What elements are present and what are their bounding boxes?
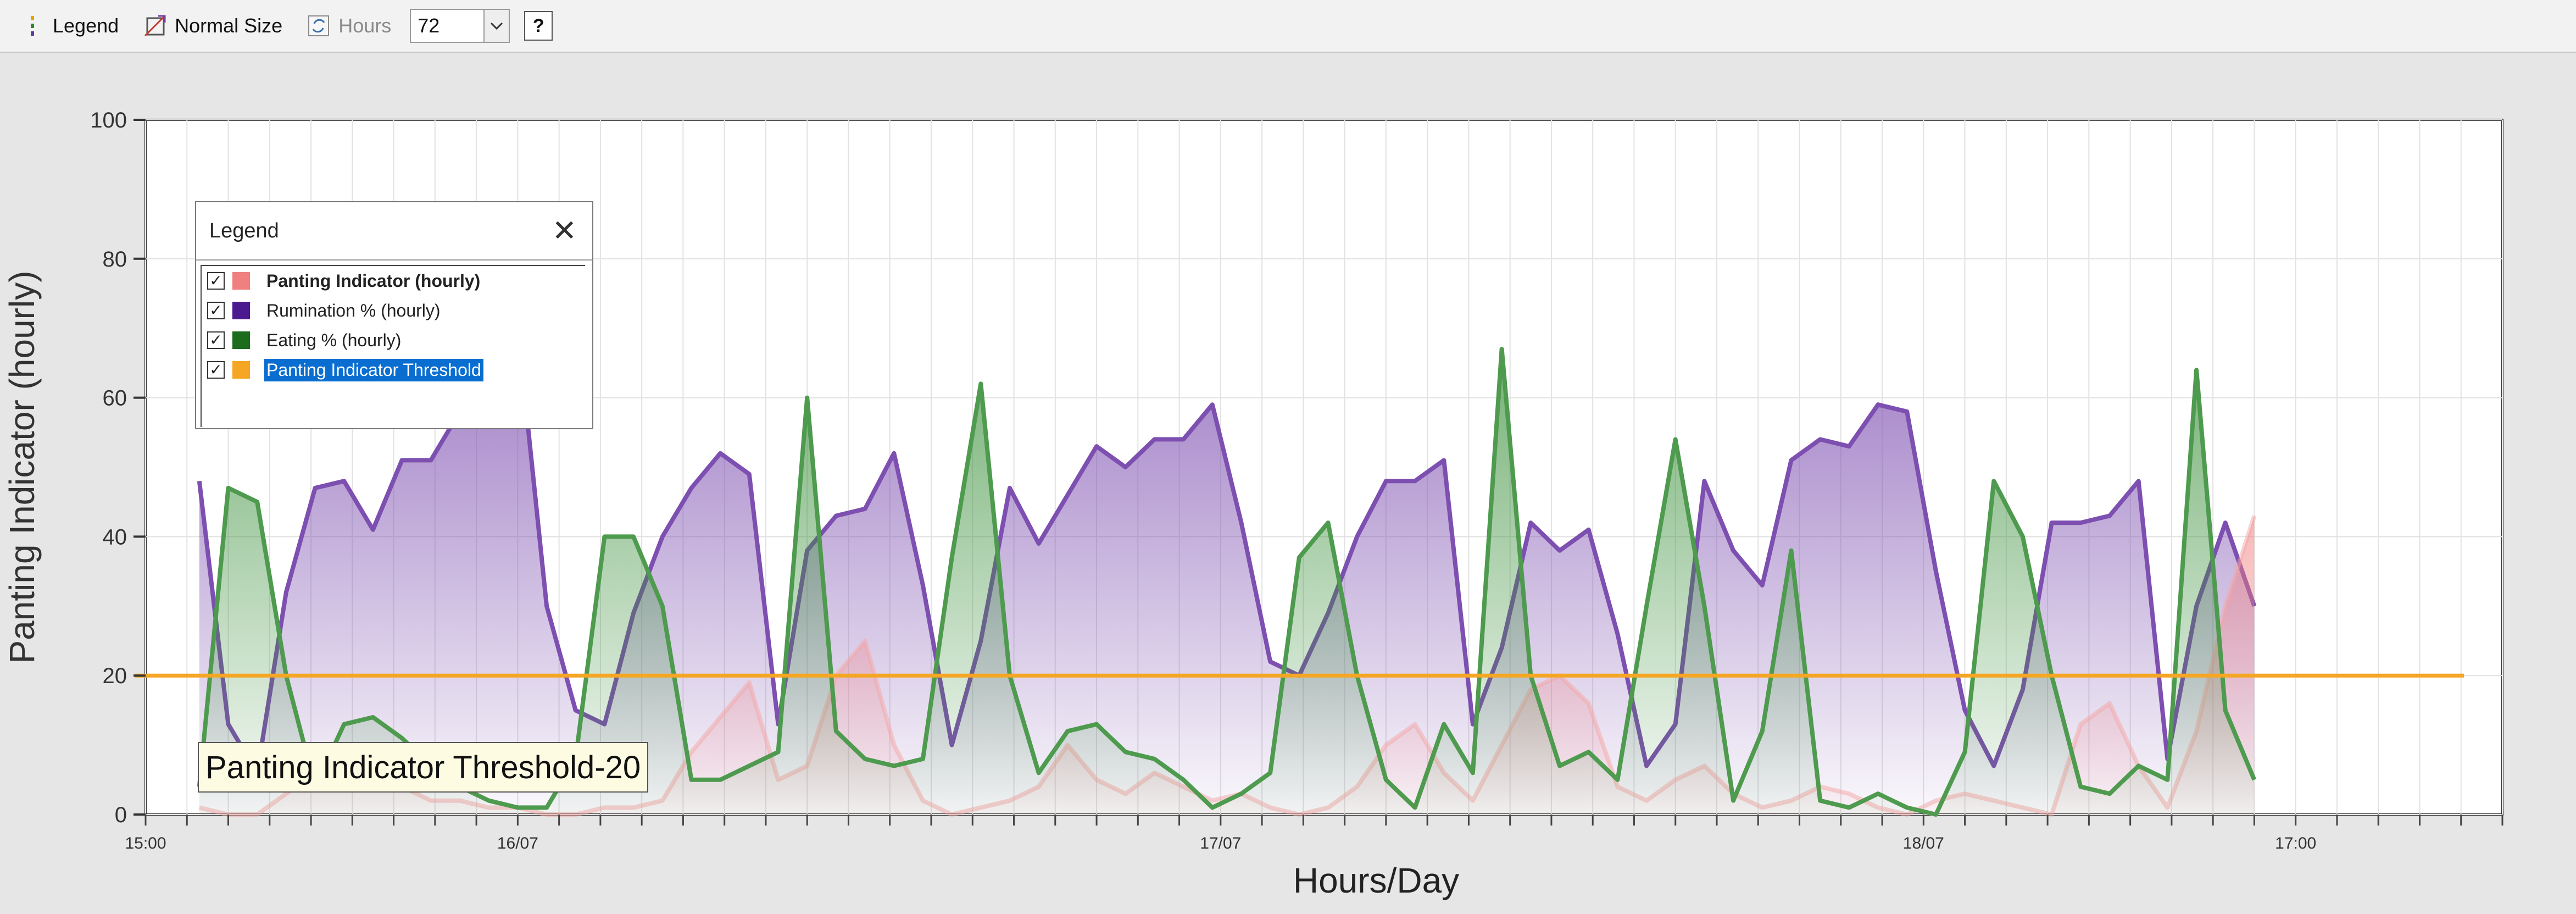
legend-item-label: Eating % (hourly) [266, 330, 402, 350]
legend-item-panting[interactable]: ✓ Panting Indicator (hourly) [202, 266, 585, 296]
hours-control: Hours [301, 7, 396, 45]
axes: 0 20 40 60 80 100 15:00 16/07 17/07 18/07 17:00 [90, 108, 2503, 852]
legend-toggle-label: Legend [53, 14, 119, 37]
y-tick-label: 100 [90, 108, 127, 132]
normal-size-button[interactable]: Normal Size [137, 7, 287, 45]
normal-size-icon [142, 13, 168, 39]
legend-checkbox-rumination[interactable]: ✓ [207, 302, 225, 319]
legend-checkbox-panting[interactable]: ✓ [207, 272, 225, 290]
x-tick-label: 17/07 [1200, 834, 1241, 852]
help-button[interactable]: ? [524, 11, 553, 41]
y-axis-label: Panting Indicator (hourly) [2, 270, 42, 663]
hours-value: 72 [418, 14, 440, 37]
legend-item-rumination[interactable]: ✓ Rumination % (hourly) [202, 296, 585, 325]
y-tick-label: 80 [103, 247, 127, 272]
legend-title-bar: Legend ✕ [196, 202, 592, 261]
help-icon: ? [532, 15, 544, 36]
x-axis-label: Hours/Day [1293, 861, 1459, 900]
legend-title: Legend [209, 219, 279, 242]
close-icon[interactable]: ✕ [552, 214, 577, 247]
legend-item-threshold[interactable]: ✓ Panting Indicator Threshold [202, 355, 585, 385]
series-line-rumination [197, 326, 2257, 775]
legend-checkbox-eating[interactable]: ✓ [207, 331, 225, 349]
y-tick-label: 40 [103, 525, 127, 549]
legend-swatch-rumination [232, 302, 250, 319]
chevron-down-icon[interactable] [483, 10, 509, 42]
hours-select[interactable]: 72 [410, 9, 510, 43]
toolbar: Legend Normal Size Hours 72 ? [0, 0, 2576, 53]
series-area-rumination [199, 328, 2255, 815]
legend-toggle-button[interactable]: Legend [15, 7, 123, 45]
legend-panel: Legend ✕ ✓ Panting Indicator (hourly) ✓ … [195, 201, 593, 429]
legend-item-label: Panting Indicator (hourly) [266, 270, 481, 291]
x-tick-label: 15:00 [125, 834, 166, 852]
x-tick-label: 17:00 [2275, 834, 2316, 852]
refresh-icon[interactable] [305, 13, 332, 39]
series-line-eating [197, 347, 2257, 817]
legend-swatch-panting [232, 272, 250, 290]
legend-item-eating[interactable]: ✓ Eating % (hourly) [202, 325, 585, 355]
chart-area: 0 20 40 60 80 100 15:00 16/07 17/07 18/07 17:00 Pa… [0, 54, 2576, 914]
x-tick-label: 18/07 [1903, 834, 1944, 852]
legend-item-label: Rumination % (hourly) [266, 300, 441, 320]
x-tick-label: 16/07 [497, 834, 538, 852]
threshold-callout: Panting Indicator Threshold-20 [198, 742, 649, 793]
y-tick-label: 0 [115, 803, 127, 827]
legend-list: ✓ Panting Indicator (hourly) ✓ Ruminatio… [201, 265, 585, 427]
normal-size-label: Normal Size [175, 14, 283, 37]
y-tick-label: 20 [103, 664, 127, 688]
hours-label: Hours [338, 14, 392, 37]
legend-icon [20, 13, 46, 39]
legend-swatch-eating [232, 331, 250, 349]
series-area-panting [199, 516, 2255, 815]
y-tick-label: 60 [103, 386, 127, 411]
legend-item-label: Panting Indicator Threshold [264, 358, 483, 381]
legend-checkbox-threshold[interactable]: ✓ [207, 361, 225, 379]
legend-swatch-threshold [232, 361, 250, 379]
